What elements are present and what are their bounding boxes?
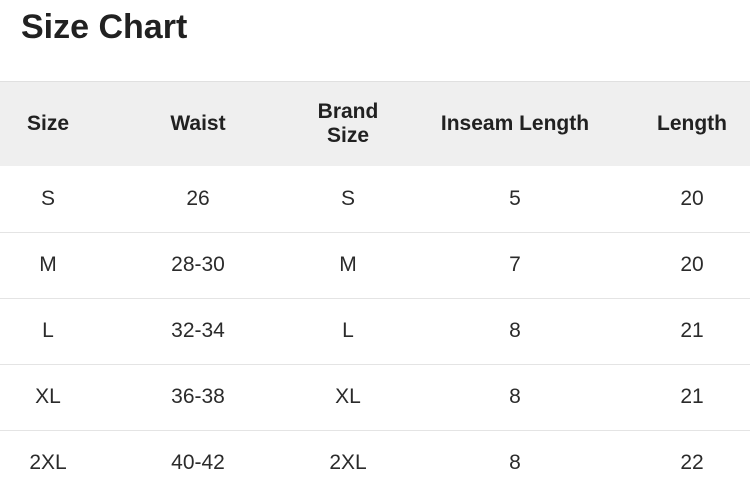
- size-chart-header: Size Waist Brand Size Inseam Length Leng…: [0, 80, 750, 167]
- page-title: Size Chart: [21, 8, 188, 46]
- cell-length: 20: [680, 187, 704, 211]
- table-row: M 28-30 M 7 20: [0, 232, 750, 299]
- header-cell-brand-size: Brand Size: [300, 80, 396, 167]
- cell-waist: 32-34: [171, 319, 225, 343]
- cell-length: 21: [680, 385, 704, 409]
- cell-waist: 26: [186, 187, 210, 211]
- cell-size: S: [40, 187, 55, 211]
- header-cell-length: Length: [634, 80, 750, 167]
- cell-size: XL: [35, 385, 61, 409]
- table-row: S 26 S 5 20: [0, 166, 750, 233]
- table-row: L 32-34 L 8 21: [0, 298, 750, 365]
- cell-brand-size: 2XL: [329, 451, 367, 475]
- cell-length: 22: [680, 451, 704, 475]
- cell-size: L: [42, 319, 54, 343]
- size-chart-body: S 26 S 5 20 M 28-30 M 7 20 L 32-34 L 8 2…: [0, 166, 750, 483]
- cell-inseam-length: 5: [509, 187, 521, 211]
- table-row: XL 36-38 XL 8 21: [0, 364, 750, 431]
- cell-waist: 28-30: [171, 253, 225, 277]
- cell-brand-size: XL: [335, 385, 361, 409]
- cell-brand-size: L: [342, 319, 354, 343]
- header-row: Size Waist Brand Size Inseam Length Leng…: [0, 80, 750, 167]
- size-chart-table: Size Waist Brand Size Inseam Length Leng…: [0, 80, 750, 483]
- cell-waist: 40-42: [171, 451, 225, 475]
- cell-size: 2XL: [29, 451, 67, 475]
- header-cell-size: Size: [0, 80, 96, 167]
- cell-length: 20: [680, 253, 704, 277]
- header-cell-inseam-length: Inseam Length: [396, 80, 634, 167]
- table-row: 2XL 40-42 2XL 8 22: [0, 430, 750, 483]
- cell-brand-size: M: [339, 253, 357, 277]
- cell-inseam-length: 8: [509, 385, 521, 409]
- cell-inseam-length: 8: [509, 451, 521, 475]
- cell-brand-size: S: [340, 187, 355, 211]
- cell-size: M: [39, 253, 57, 277]
- header-cell-waist: Waist: [96, 80, 300, 167]
- cell-length: 21: [680, 319, 704, 343]
- cell-inseam-length: 8: [509, 319, 521, 343]
- cell-waist: 36-38: [171, 385, 225, 409]
- cell-inseam-length: 7: [509, 253, 521, 277]
